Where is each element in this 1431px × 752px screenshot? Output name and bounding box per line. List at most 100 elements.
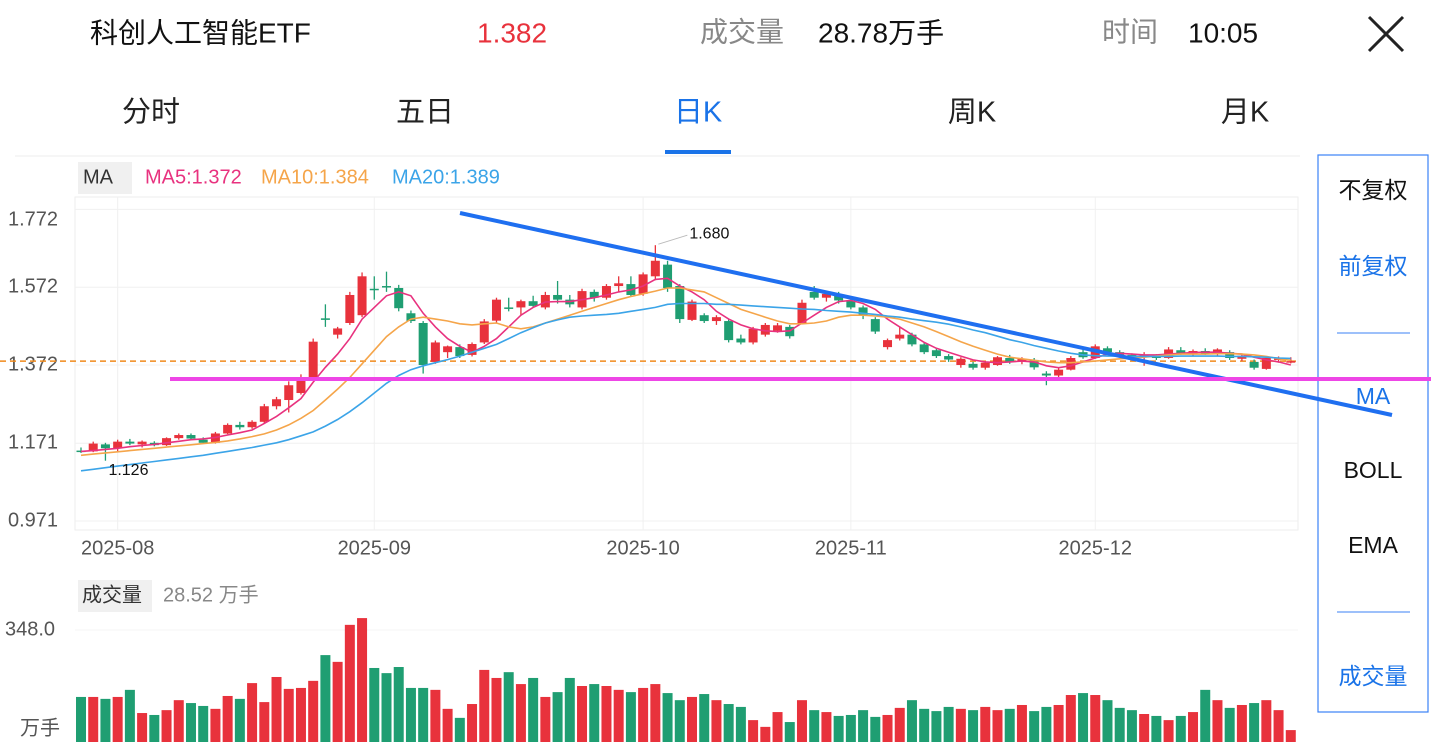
candle-body (418, 322, 428, 366)
candle-body (711, 317, 721, 322)
candle-body (259, 406, 269, 422)
volume-bar (894, 707, 905, 742)
volume-legend-box (78, 580, 152, 612)
side-item[interactable]: 前复权 (1339, 253, 1408, 279)
candle-body (944, 356, 954, 360)
tab[interactable]: 五日 (396, 97, 454, 129)
candle-body (919, 344, 929, 353)
close-button[interactable] (1367, 15, 1405, 53)
volume-label: 成交量 (700, 16, 784, 47)
volume-bar (1163, 720, 1174, 742)
candle-body (1066, 358, 1076, 370)
x-tick-label: 2025-09 (338, 537, 411, 559)
volume-bar (308, 680, 319, 742)
candle-body (1005, 358, 1015, 362)
candle-body (1029, 359, 1039, 368)
volume-bar (332, 661, 343, 742)
volume-bar (1029, 711, 1040, 742)
y-tick-label: 1.171 (8, 431, 58, 453)
candle-body (1041, 373, 1051, 376)
volume-bar (687, 696, 697, 742)
volume-bar (1261, 700, 1272, 742)
volume-bar (137, 713, 148, 742)
candle-body (443, 346, 453, 353)
volume-bar (124, 689, 135, 742)
volume-bar (845, 714, 856, 742)
candle-body (125, 441, 135, 444)
volume-bar (515, 684, 526, 742)
candle-body (516, 301, 526, 308)
volume-bar (1004, 708, 1015, 742)
volume-bar (1273, 710, 1284, 742)
volume-bar (772, 712, 783, 742)
candle-body (1249, 361, 1259, 368)
indicator-name: MA (83, 166, 114, 188)
candle-body (1176, 350, 1186, 354)
volume-bar (833, 715, 844, 742)
volume-bar (809, 710, 820, 742)
legend-entry: MA5:1.372 (145, 166, 242, 188)
volume-bar (1041, 706, 1052, 742)
volume-bar (1175, 715, 1186, 742)
candle-body (223, 424, 233, 434)
volume-bar (760, 726, 771, 742)
candle-body (907, 334, 917, 345)
volume-bar (418, 687, 429, 742)
candle-body (247, 421, 257, 428)
candle-body (113, 441, 123, 449)
x-tick-label: 2025-10 (606, 537, 679, 559)
volume-bar (601, 686, 612, 742)
candle-body (699, 315, 709, 322)
volume-bar (1188, 712, 1199, 742)
high-label: 1.680 (689, 225, 729, 242)
volume-bar (295, 687, 306, 742)
volume-bar (259, 702, 270, 742)
candle-body (1102, 348, 1112, 353)
y-tick-label: 1.572 (8, 275, 58, 297)
tab[interactable]: 分时 (122, 96, 180, 129)
tab[interactable]: 月K (1221, 97, 1270, 129)
side-item[interactable]: 成交量 (1339, 663, 1408, 689)
side-item[interactable]: BOLL (1344, 457, 1403, 483)
candle-body (1237, 355, 1247, 359)
candle-body (198, 439, 208, 443)
volume-legend-label: 成交量 (82, 583, 142, 606)
volume-bar (112, 696, 123, 742)
volume-bar (393, 667, 404, 742)
volume-bar (1126, 710, 1137, 742)
candle-body (528, 301, 538, 306)
side-item[interactable]: 不复权 (1339, 177, 1408, 203)
candle-body (956, 358, 966, 366)
volume-bar (882, 714, 893, 742)
ma-line (80, 287, 1291, 457)
tab[interactable]: 日K (674, 97, 723, 129)
volume-bar (674, 700, 685, 742)
volume-bar (955, 708, 966, 742)
volume-bar (1224, 707, 1235, 742)
volume-bar (271, 676, 282, 742)
side-item[interactable]: EMA (1348, 532, 1399, 558)
volume-bar (992, 710, 1003, 742)
volume-bar (149, 714, 160, 742)
volume-bar (357, 618, 368, 742)
high-leader (658, 234, 688, 245)
tab[interactable]: 周K (948, 97, 997, 129)
volume-bar (381, 673, 392, 742)
volume-bar (968, 710, 979, 742)
candle-body (760, 324, 770, 335)
volume-bar (503, 672, 514, 742)
trend-line (459, 211, 1393, 417)
volume-bar (552, 692, 563, 742)
volume-bar (625, 692, 636, 742)
candle-body (308, 341, 318, 378)
volume-bar (76, 696, 86, 742)
volume-bar (320, 655, 331, 742)
candle-body (296, 379, 306, 394)
volume-bar (88, 696, 99, 742)
volume-bar (210, 708, 221, 742)
volume-bar (723, 704, 734, 742)
side-item[interactable]: MA (1356, 383, 1391, 409)
candle-body (320, 318, 330, 320)
candle-body (675, 286, 685, 320)
y-tick-label: 1.372 (8, 353, 58, 375)
